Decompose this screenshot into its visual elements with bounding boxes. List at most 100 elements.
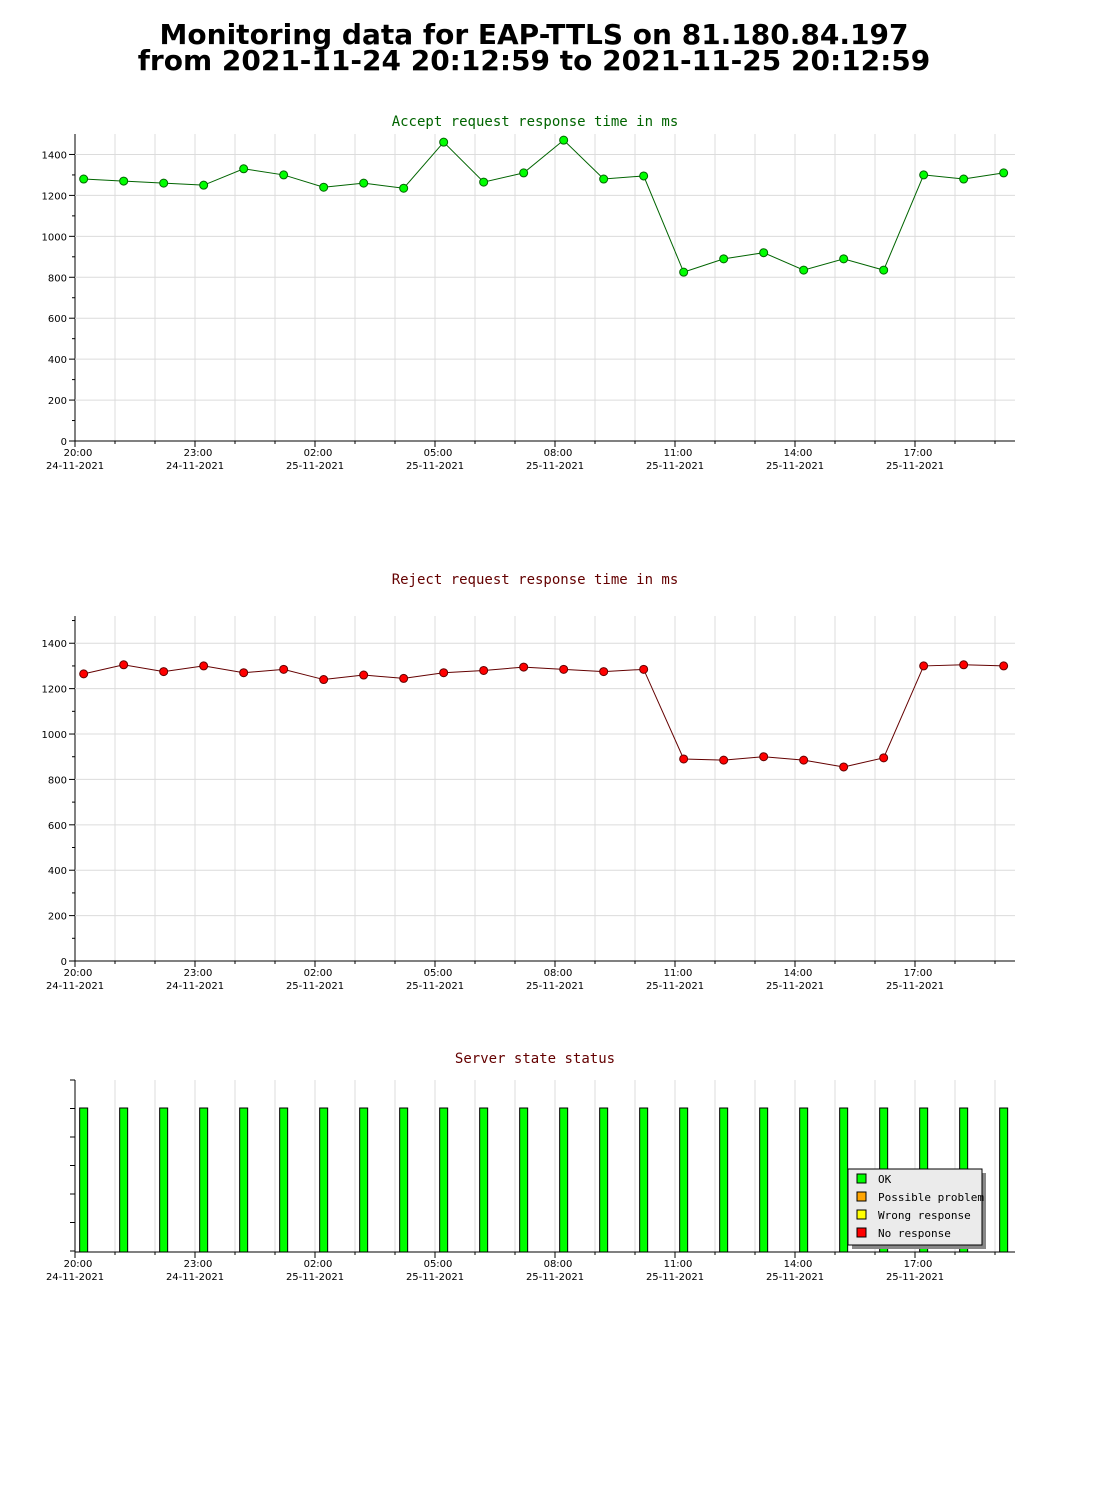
status-legend: OK Possible problem Wrong response No respo… — [847, 1168, 986, 1249]
accept-x-tick-date: 25-11-2021 — [526, 461, 584, 472]
status-bar — [559, 1107, 569, 1253]
status-bar — [799, 1107, 809, 1253]
legend-box — [847, 1168, 983, 1246]
reject-y-tick-label: 1000 — [42, 730, 67, 741]
status-bar — [239, 1107, 249, 1253]
status-bar — [399, 1107, 409, 1253]
accept-y-tick-label: 1400 — [42, 150, 67, 161]
accept-x-tick-time: 05:00 — [424, 448, 453, 459]
reject-x-tick-date: 24-11-2021 — [166, 981, 224, 992]
status-bar — [439, 1107, 449, 1253]
status-x-tick-date: 25-11-2021 — [406, 1272, 464, 1283]
reject-data-point — [79, 669, 89, 679]
reject-data-point — [239, 668, 249, 678]
reject-x-tick-date: 25-11-2021 — [766, 981, 824, 992]
reject-data-point — [959, 660, 969, 670]
reject-x-tick-time: 08:00 — [544, 968, 573, 979]
status-bar — [79, 1107, 89, 1253]
reject-data-point — [359, 670, 369, 680]
status-bar — [279, 1107, 289, 1253]
status-x-tick-date: 24-11-2021 — [46, 1272, 104, 1283]
accept-y-tick-label: 1200 — [42, 191, 67, 202]
status-bar — [199, 1107, 209, 1253]
accept-data-point — [399, 183, 409, 193]
accept-y-tick-label: 1000 — [42, 232, 67, 243]
reject-data-point — [199, 661, 209, 671]
accept-x-tick-date: 25-11-2021 — [766, 461, 824, 472]
reject-data-point — [839, 762, 849, 772]
reject-x-tick-time: 11:00 — [664, 968, 693, 979]
reject-data-point — [159, 667, 169, 677]
accept-series-line — [83, 139, 1004, 273]
accept-x-tick-time: 23:00 — [184, 448, 213, 459]
reject-data-point — [879, 753, 889, 763]
accept-x-tick-time: 14:00 — [784, 448, 813, 459]
status-x-tick-time: 08:00 — [544, 1259, 573, 1270]
accept-data-point — [479, 177, 489, 187]
accept-data-point — [119, 176, 129, 186]
accept-data-point — [359, 178, 369, 188]
status-bar — [359, 1107, 369, 1253]
reject-data-point — [399, 673, 409, 683]
accept-y-tick-label: 200 — [48, 396, 67, 407]
status-x-tick-date: 25-11-2021 — [766, 1272, 824, 1283]
status-x-tick-date: 24-11-2021 — [166, 1272, 224, 1283]
accept-x-tick-date: 24-11-2021 — [46, 461, 104, 472]
reject-x-tick-date: 25-11-2021 — [526, 981, 584, 992]
status-bar — [599, 1107, 609, 1253]
accept-data-point — [759, 248, 769, 258]
accept-data-point — [679, 267, 689, 277]
reject-data-point — [599, 667, 609, 677]
reject-x-tick-time: 14:00 — [784, 968, 813, 979]
accept-y-tick-label: 800 — [48, 273, 67, 284]
accept-x-tick-time: 02:00 — [304, 448, 333, 459]
reject-x-tick-time: 23:00 — [184, 968, 213, 979]
accept-data-point — [79, 174, 89, 184]
page-title-line-1: Monitoring data for EAP-TTLS on 81.180.8… — [159, 18, 909, 51]
reject-x-tick-time: 17:00 — [904, 968, 933, 979]
reject-x-tick-time: 02:00 — [304, 968, 333, 979]
accept-x-tick-date: 25-11-2021 — [406, 461, 464, 472]
page-title: Monitoring data for EAP-TTLS on 81.180.8… — [0, 18, 1068, 75]
accept-x-tick-date: 24-11-2021 — [166, 461, 224, 472]
accept-x-tick-time: 17:00 — [904, 448, 933, 459]
reject-data-point — [519, 662, 529, 672]
reject-data-point — [759, 752, 769, 762]
accept-x-tick-time: 08:00 — [544, 448, 573, 459]
reject-data-point — [799, 755, 809, 765]
legend-label: OK — [878, 1173, 892, 1186]
accept-x-tick-date: 25-11-2021 — [886, 461, 944, 472]
accept-data-point — [519, 168, 529, 178]
reject-x-tick-date: 25-11-2021 — [886, 981, 944, 992]
reject-chart-title: Reject request response time in ms — [392, 572, 679, 588]
accept-x-tick-date: 25-11-2021 — [646, 461, 704, 472]
status-bar — [119, 1107, 129, 1253]
accept-data-point — [279, 170, 289, 180]
status-bar — [759, 1107, 769, 1253]
status-bar — [999, 1107, 1009, 1253]
reject-data-point — [999, 661, 1009, 671]
legend-swatch — [856, 1191, 867, 1202]
reject-data-point — [439, 668, 449, 678]
reject-x-tick-date: 25-11-2021 — [406, 981, 464, 992]
accept-data-point — [919, 170, 929, 180]
accept-data-point — [879, 265, 889, 275]
accept-data-point — [199, 180, 209, 190]
reject-data-point — [319, 675, 329, 685]
status-chart: 20:00 24-11-2021 23:00 24-11-2021 02:00 25-11… — [46, 1079, 1015, 1283]
status-x-tick-time: 20:00 — [64, 1259, 93, 1270]
accept-chart: 20:00 24-11-2021 23:00 24-11-2021 02:00 25-11… — [42, 134, 1015, 472]
reject-chart: 20:00 24-11-2021 23:00 24-11-2021 02:00 25-11… — [42, 616, 1015, 992]
accept-data-point — [959, 174, 969, 184]
accept-data-point — [559, 135, 569, 145]
status-x-tick-time: 23:00 — [184, 1259, 213, 1270]
accept-data-point — [719, 254, 729, 264]
status-bar — [639, 1107, 649, 1253]
status-bar — [719, 1107, 729, 1253]
accept-chart-title: Accept request response time in ms — [392, 114, 679, 130]
reject-data-point — [679, 754, 689, 764]
accept-x-tick-time: 20:00 — [64, 448, 93, 459]
reject-y-tick-label: 800 — [48, 775, 67, 786]
reject-y-tick-label: 400 — [48, 866, 67, 877]
